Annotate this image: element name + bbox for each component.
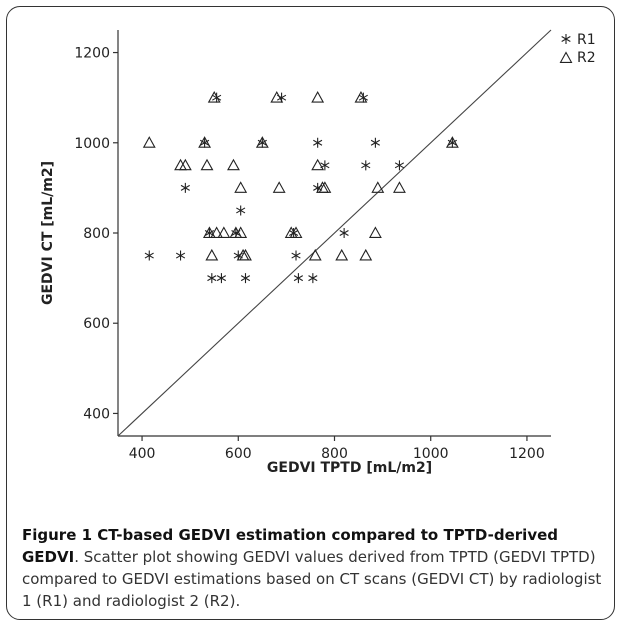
r2-data-point [210, 226, 224, 238]
r1-data-point [175, 250, 186, 261]
r2-data-point [272, 181, 286, 193]
r2-data-point [207, 91, 221, 103]
r2-data-point [445, 136, 459, 148]
identity-reference-line [117, 29, 552, 437]
y-tick-label: 800 [83, 226, 110, 242]
r2-data-point [354, 91, 368, 103]
r2-data-point [371, 181, 385, 193]
r2-data-point [311, 158, 325, 171]
x-tick-label: 1200 [509, 446, 545, 462]
r2-data-point [335, 248, 349, 261]
legend-label-r2: R2 [577, 50, 596, 66]
r1-data-point [358, 92, 368, 103]
r2-data-point [255, 136, 269, 148]
r1-data-point [339, 228, 349, 238]
r1-data-point [257, 137, 267, 148]
y-tick-label: 400 [83, 406, 110, 422]
r1-data-point [240, 273, 251, 284]
legend-marker-r1 [561, 34, 571, 44]
x-tick-label: 1000 [413, 446, 449, 462]
r1-data-point [180, 182, 190, 193]
x-tick-label: 400 [129, 446, 156, 462]
r1-data-point [289, 228, 299, 238]
r2-data-point [270, 91, 284, 103]
legend-marker-r2 [559, 51, 573, 63]
r1-data-point [320, 160, 330, 171]
r2-data-point [142, 136, 156, 148]
y-axis-title: GEDVI CT [mL/m2] [40, 161, 56, 305]
r2-data-point [318, 181, 332, 193]
scatter-plot: 400 600 800 1000 1200 400 600 800 1000 1200 GEDVI … [40, 29, 596, 476]
r2-data-point [234, 181, 248, 193]
r2-data-point [205, 248, 219, 261]
r1-data-point [207, 273, 217, 284]
r2-data-point [200, 158, 214, 171]
r2-data-point [308, 248, 322, 261]
r1-data-point [236, 205, 246, 216]
legend-label-r1: R1 [577, 32, 596, 48]
y-tick-label: 1200 [74, 46, 110, 62]
r1-data-point [291, 250, 301, 261]
figure-frame [6, 6, 615, 620]
r2-data-point [178, 158, 192, 171]
r1-data-point [199, 137, 210, 148]
r1-data-point [447, 137, 457, 148]
x-tick-label: 800 [321, 446, 348, 462]
r2-data-point [202, 226, 216, 238]
r2-data-point [311, 91, 325, 103]
r1-data-point [313, 137, 323, 148]
caption-text: . Scatter plot showing GEDVI values deri… [22, 548, 602, 610]
r2-data-point [359, 248, 373, 261]
r1-data-point [394, 160, 405, 171]
r1-data-point [212, 92, 222, 103]
r1-data-point [216, 273, 227, 284]
r1-data-point [370, 137, 380, 148]
figure-caption: Figure 1 CT-based GEDVI estimation compa… [22, 524, 607, 612]
r2-data-point [393, 181, 406, 193]
r1-data-point [144, 250, 154, 261]
caption-title: Figure 1 CT-based GEDVI estimation compa… [22, 526, 559, 566]
r2-data-point [234, 226, 248, 238]
r2-data-point [217, 226, 231, 238]
y-tick-label: 1000 [74, 136, 110, 152]
y-tick-label: 600 [83, 316, 110, 332]
r2-data-point [368, 226, 382, 238]
r2-data-point [289, 226, 303, 238]
r2-data-point [198, 136, 212, 148]
r1-data-point [308, 273, 318, 284]
r2-data-point [239, 248, 252, 261]
x-tick-label: 600 [225, 446, 252, 462]
r1-data-point [293, 273, 304, 284]
x-axis-title: GEDVI TPTD [mL/m2] [267, 460, 432, 476]
r2-data-point [227, 158, 240, 171]
r1-data-point [361, 160, 371, 171]
